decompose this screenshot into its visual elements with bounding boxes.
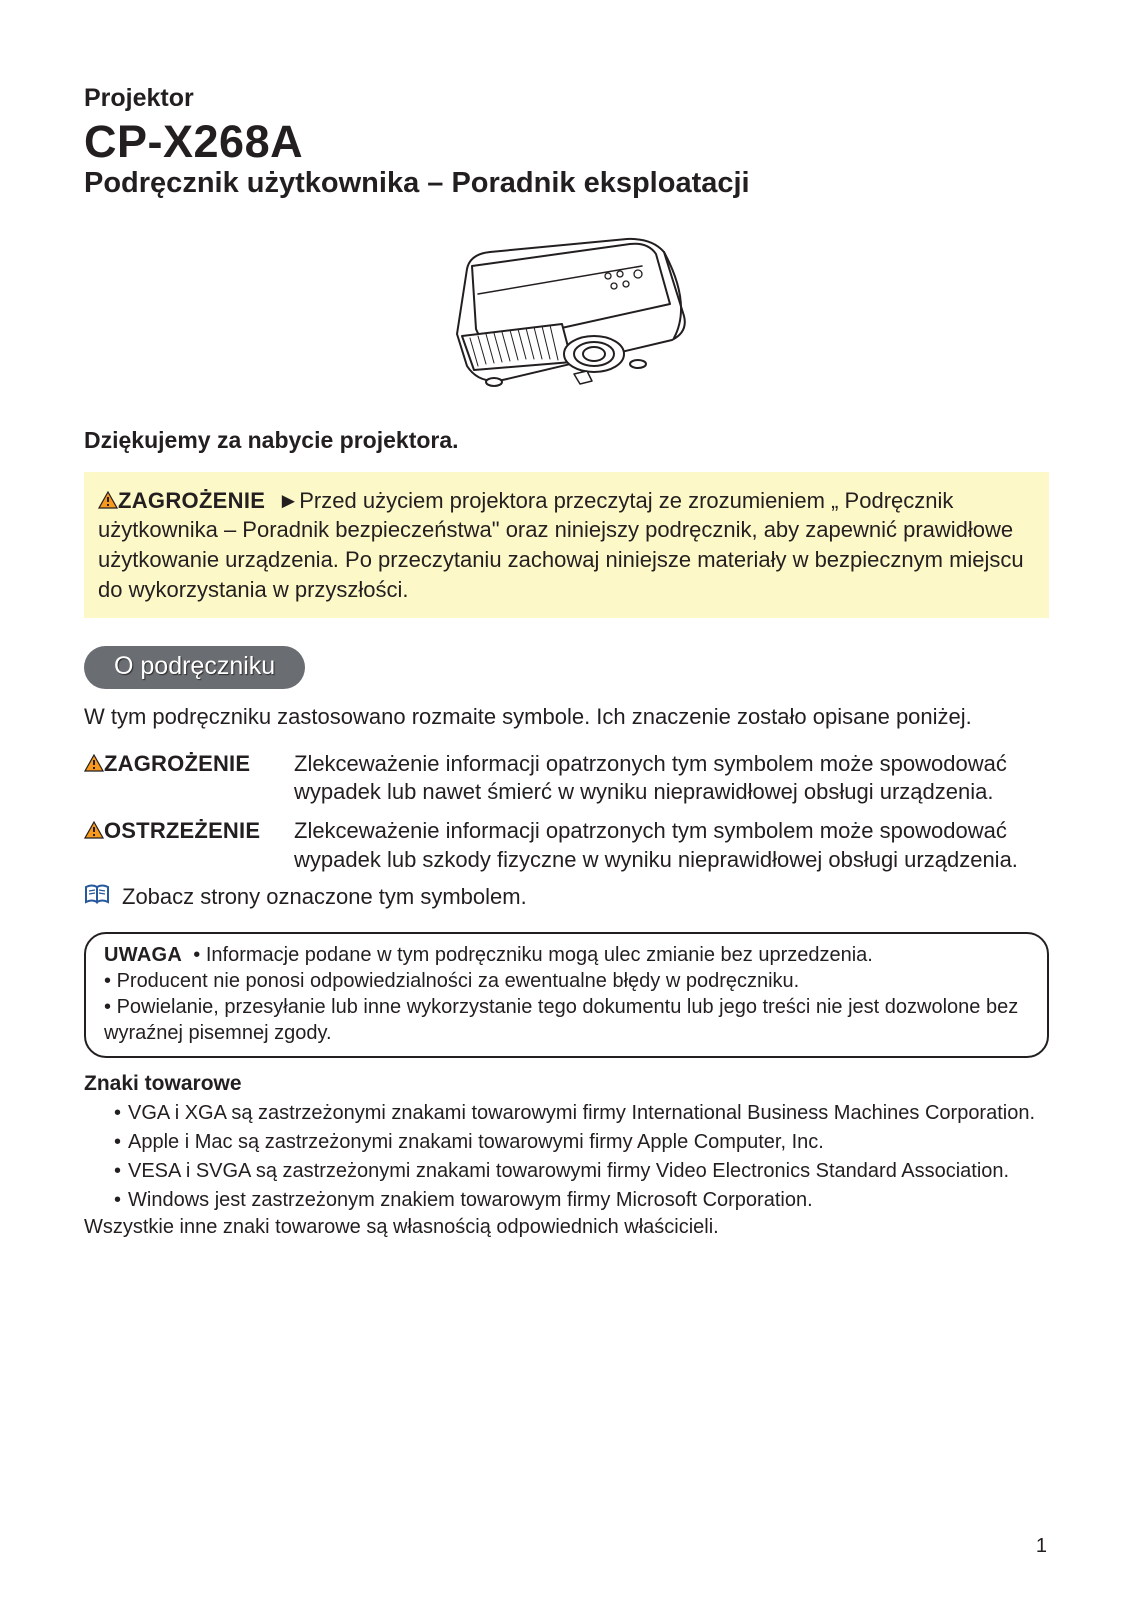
trademark-item: Windows jest zastrzeżonym znakiem towaro… [128, 1187, 1049, 1214]
symbol-definitions: ZAGROŻENIE Zlekceważenie informacji opat… [84, 750, 1049, 874]
symbol-label: ZAGROŻENIE [104, 751, 250, 776]
see-pages-row: Zobacz strony oznaczone tym symbolem. [84, 884, 1049, 910]
symbol-label: OSTRZEŻENIE [104, 818, 260, 843]
product-model: CP-X268A [84, 117, 1049, 167]
note-bullet: Producent nie ponosi odpowiedzialności z… [117, 970, 800, 992]
trademark-item: VGA i XGA są zastrzeżonymi znakami towar… [128, 1100, 1049, 1127]
warning-label: ZAGROŻENIE [118, 488, 265, 513]
trademarks-heading: Znaki towarowe [84, 1072, 1049, 1096]
trademarks-footer: Wszystkie inne znaki towarowe są własnoś… [84, 1216, 1049, 1239]
product-category: Projektor [84, 84, 1049, 113]
document-subtitle: Podręcznik użytkownika – Poradnik eksplo… [84, 167, 1049, 200]
symbol-row: OSTRZEŻENIE Zlekceważenie informacji opa… [84, 817, 1049, 874]
arrow-icon: ► [277, 488, 299, 513]
warning-triangle-icon [84, 750, 104, 779]
projector-illustration [84, 214, 1049, 409]
primary-warning-box: ZAGROŻENIE ►Przed użyciem projektora prz… [84, 472, 1049, 619]
note-bullet: Powielanie, przesyłanie lub inne wykorzy… [104, 996, 1018, 1044]
note-bullet: Informacje podane w tym podręczniku mogą… [206, 944, 873, 966]
section-intro: W tym podręczniku zastosowano rozmaite s… [84, 703, 1049, 732]
warning-triangle-icon [98, 486, 118, 516]
page-number: 1 [1036, 1535, 1047, 1558]
trademarks-list: • VGA i XGA są zastrzeżonymi znakami tow… [84, 1100, 1049, 1214]
symbol-row: ZAGROŻENIE Zlekceważenie informacji opat… [84, 750, 1049, 807]
note-label: UWAGA [104, 944, 182, 966]
thanks-text: Dziękujemy za nabycie projektora. [84, 427, 1049, 454]
open-book-icon [84, 884, 110, 910]
trademark-item: Apple i Mac są zastrzeżonymi znakami tow… [128, 1129, 1049, 1156]
see-pages-text: Zobacz strony oznaczone tym symbolem. [122, 884, 527, 910]
note-box: UWAGA • Informacje podane w tym podręczn… [84, 932, 1049, 1058]
symbol-description: Zlekceważenie informacji opatrzonych tym… [294, 750, 1049, 807]
symbol-description: Zlekceważenie informacji opatrzonych tym… [294, 817, 1049, 874]
warning-triangle-icon [84, 817, 104, 846]
trademark-item: VESA i SVGA są zastrzeżonymi znakami tow… [128, 1158, 1049, 1185]
section-heading-pill: O podręczniku [84, 646, 305, 689]
